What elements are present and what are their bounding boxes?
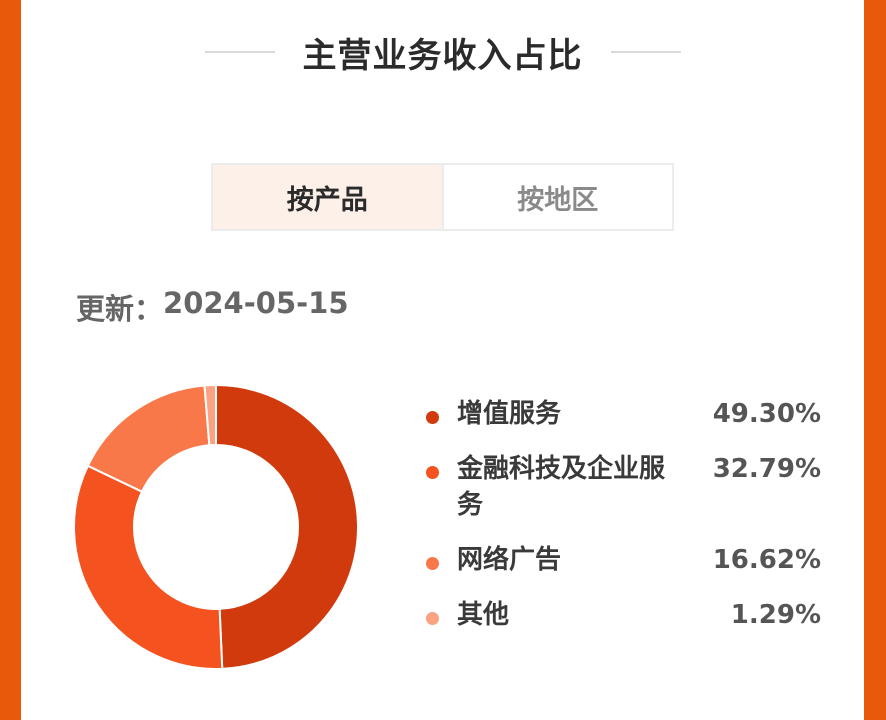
legend-item: 增值服务 49.30% <box>426 396 821 432</box>
donut-slice <box>203 383 217 447</box>
update-info: 更新： 2024-05-15 <box>76 286 349 328</box>
tab-by-product[interactable]: 按产品 <box>213 165 442 229</box>
legend-item: 网络广告 16.62% <box>426 542 821 578</box>
title-divider-left <box>204 51 275 53</box>
donut-slice <box>73 464 224 670</box>
legend-value: 1.29% <box>730 600 821 630</box>
title-divider-right <box>610 51 681 53</box>
legend-dot-icon <box>426 466 439 479</box>
legend-label: 网络广告 <box>457 545 562 575</box>
legend-dot-icon <box>426 557 439 570</box>
donut-slice <box>215 383 359 670</box>
update-date: 2024-05-15 <box>163 286 349 320</box>
legend-dot-icon <box>426 411 439 424</box>
donut-chart <box>73 383 359 670</box>
legend-item: 金融科技及企业服务 32.79% <box>426 451 821 523</box>
segment-control: 按产品 按地区 <box>211 163 674 231</box>
tab-by-region[interactable]: 按地区 <box>441 165 672 229</box>
legend-value: 16.62% <box>712 545 821 575</box>
legend-label: 增值服务 <box>457 399 562 429</box>
card: 主营业务收入占比 按产品 按地区 更新： 2024-05-15 增值服务 49.… <box>21 0 864 720</box>
legend-label: 其他 <box>457 600 510 630</box>
legend-value: 49.30% <box>712 399 821 429</box>
legend-value: 32.79% <box>712 454 821 484</box>
chart-legend: 增值服务 49.30% 金融科技及企业服务 32.79% 网络广告 16.62%… <box>426 396 821 633</box>
update-label: 更新： <box>76 292 164 326</box>
legend-label: 金融科技及企业服务 <box>457 454 666 520</box>
legend-dot-icon <box>426 612 439 625</box>
legend-item: 其他 1.29% <box>426 597 821 633</box>
section-title: 主营业务收入占比 <box>302 35 583 76</box>
section-header: 主营业务收入占比 <box>21 20 864 84</box>
